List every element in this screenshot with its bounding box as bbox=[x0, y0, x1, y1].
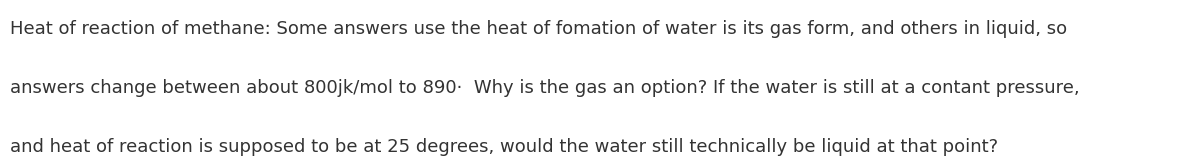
Text: answers change between about 800jk/mol to 890·  Why is the gas an option? If the: answers change between about 800jk/mol t… bbox=[10, 79, 1079, 97]
Text: Heat of reaction of methane: Some answers use the heat of fomation of water is i: Heat of reaction of methane: Some answer… bbox=[10, 20, 1067, 38]
Text: and heat of reaction is supposed to be at 25 degrees, would the water still tech: and heat of reaction is supposed to be a… bbox=[10, 138, 997, 156]
